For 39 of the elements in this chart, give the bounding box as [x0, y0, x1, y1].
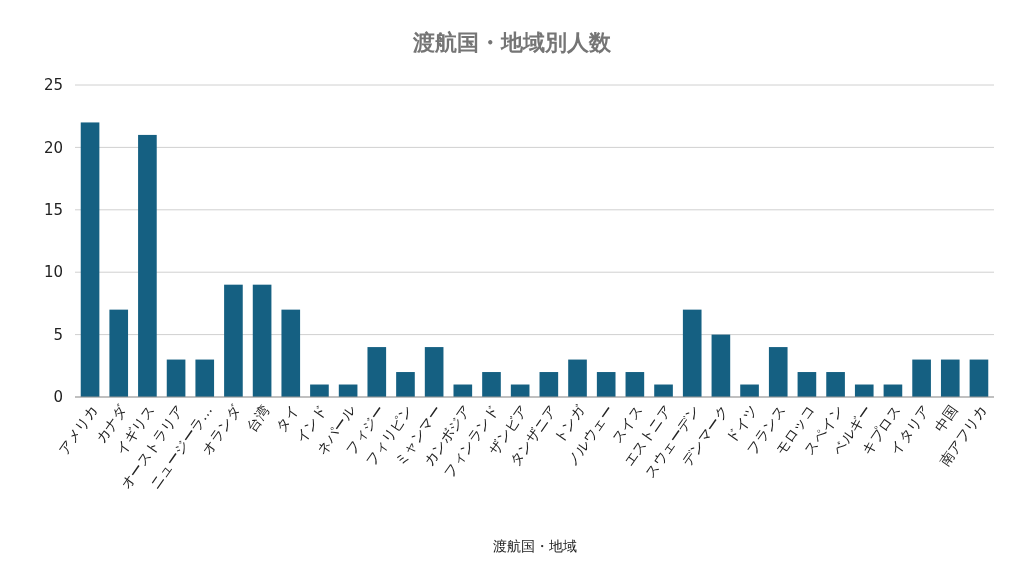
bar: [682, 309, 702, 397]
bar: [940, 359, 960, 397]
bar: [768, 347, 788, 397]
bar: [568, 359, 587, 397]
bar: [80, 122, 100, 397]
bar: [482, 372, 501, 397]
bar: [310, 384, 329, 397]
y-tick-label: 15: [43, 201, 63, 220]
y-tick-label: 10: [43, 263, 63, 282]
bar: [711, 334, 731, 397]
x-tick-label: 台湾: [243, 402, 273, 435]
bar: [252, 284, 272, 397]
bar: [195, 359, 215, 397]
bar: [396, 372, 415, 397]
x-tick-label: タイ: [272, 402, 302, 435]
bar: [367, 347, 387, 397]
bar: [854, 384, 874, 397]
bar: [138, 134, 157, 397]
bar: [453, 384, 473, 397]
y-tick-label: 5: [53, 325, 63, 344]
bar: [826, 372, 845, 397]
bar: [539, 372, 559, 397]
bar: [654, 384, 673, 397]
bar: [797, 372, 817, 397]
bar: [596, 372, 616, 397]
x-axis-title: 渡航国・地域: [492, 538, 577, 554]
y-tick-label: 0: [53, 388, 63, 407]
bar: [912, 359, 931, 397]
bar: [969, 359, 989, 397]
bar: [109, 309, 129, 397]
bar: [424, 347, 444, 397]
y-tick-label: 25: [43, 76, 63, 95]
chart-title: 渡航国・地域別人数: [412, 30, 612, 55]
bar: [224, 284, 243, 397]
bar: [281, 309, 301, 397]
bar: [166, 359, 186, 397]
y-tick-label: 20: [43, 138, 63, 157]
bar: [625, 372, 645, 397]
bar: [740, 384, 759, 397]
